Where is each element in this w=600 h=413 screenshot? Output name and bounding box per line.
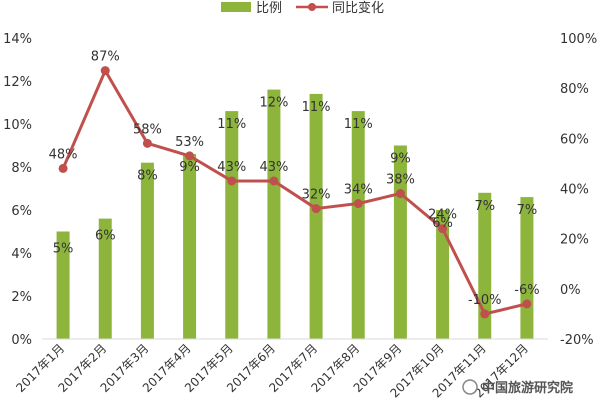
legend-line-marker [308, 3, 316, 11]
line-marker [227, 176, 237, 186]
bar [98, 218, 112, 339]
watermark-text: 中国旅游研究院 [482, 380, 573, 396]
right-axis-tick-label: 60% [560, 132, 589, 147]
right-axis-tick-label: 0% [560, 283, 581, 298]
bar-data-label: 5% [53, 242, 74, 257]
bar-data-label: 9% [390, 152, 411, 167]
line-data-label: -6% [514, 283, 539, 298]
left-axis-tick-label: 0% [11, 333, 32, 348]
right-axis-tick-label: 80% [560, 82, 589, 97]
line-marker [311, 204, 321, 214]
line-path [61, 69, 528, 316]
watermark: 中国旅游研究院 [462, 379, 573, 396]
right-axis-tick-label: 40% [560, 183, 589, 198]
bar-data-label: 7% [517, 203, 538, 218]
bar [56, 231, 70, 339]
left-axis-tick-label: 14% [3, 32, 32, 47]
line-marker [395, 189, 405, 199]
bar [351, 111, 365, 339]
bar-data-label: 11% [302, 100, 331, 115]
right-axis-tick-label: 20% [560, 233, 589, 248]
bar-data-label: 11% [217, 117, 246, 132]
line-marker [58, 163, 68, 173]
x-axis: 2017年1月2017年2月2017年3月2017年4月2017年5月2017年… [13, 338, 548, 400]
line-data-label: 48% [49, 147, 78, 162]
line-marker [142, 138, 152, 148]
line-data-label: 24% [428, 208, 457, 223]
line-series [58, 66, 532, 319]
bar [520, 197, 534, 339]
bar [478, 192, 492, 339]
line-marker [100, 66, 110, 76]
legend-bar-swatch [221, 2, 251, 12]
line-marker [269, 176, 279, 186]
line-marker [480, 309, 490, 319]
line-data-label: 53% [175, 135, 204, 150]
left-axis-tick-label: 4% [11, 247, 32, 262]
bar-series [56, 89, 534, 340]
line-marker [353, 199, 363, 209]
bar [267, 89, 281, 339]
bar [140, 162, 154, 339]
bar [309, 93, 323, 340]
legend-line-label: 同比变化 [332, 0, 384, 16]
bar-data-label: 9% [179, 160, 200, 175]
bar-data-label: 6% [432, 216, 453, 231]
line-data-label: 43% [259, 160, 288, 175]
left-axis-tick-label: 12% [3, 75, 32, 90]
left-axis: 0% 2% 4% 6% 8% 10% 12% 14% [3, 32, 32, 348]
bar-data-label: 7% [474, 199, 495, 214]
line-data-label: 87% [91, 50, 120, 65]
bar [183, 154, 197, 339]
right-axis: -20% 0% 20% 40% 60% 80% 100% [560, 32, 597, 348]
line-data-label: 38% [386, 173, 415, 188]
left-axis-tick-label: 6% [11, 204, 32, 219]
bar-data-label: 12% [259, 96, 288, 111]
line-data-label: 58% [133, 122, 162, 137]
left-axis-tick-label: 2% [11, 290, 32, 305]
legend-bar-label: 比例 [256, 1, 282, 16]
line-marker [522, 299, 532, 309]
line-data-labels: 48% 87% 58% 53% 43% 43% 32% 34% 38% 24% -10% -6% [49, 50, 540, 308]
line-marker [185, 151, 195, 161]
left-axis-tick-label: 8% [11, 161, 32, 176]
legend: 比例 同比变化 [221, 0, 384, 16]
bar [225, 111, 239, 339]
right-axis-tick-label: -20% [560, 333, 594, 348]
left-axis-tick-label: 10% [3, 118, 32, 133]
line-data-label: -10% [468, 293, 502, 308]
line-data-label: 43% [217, 160, 246, 175]
line-data-label: 34% [344, 183, 373, 198]
bar [436, 210, 450, 339]
bar-data-labels: 5% 6% 8% 9% 11% 12% 11% 11% 9% 6% 7% 7% [53, 96, 537, 257]
bar-data-label: 6% [95, 229, 116, 244]
right-axis-tick-label: 100% [560, 32, 597, 47]
wechat-icon [462, 379, 478, 395]
bar-data-label: 8% [137, 169, 158, 184]
bar-data-label: 11% [344, 117, 373, 132]
line-marker [438, 224, 448, 234]
line-data-label: 32% [302, 188, 331, 203]
